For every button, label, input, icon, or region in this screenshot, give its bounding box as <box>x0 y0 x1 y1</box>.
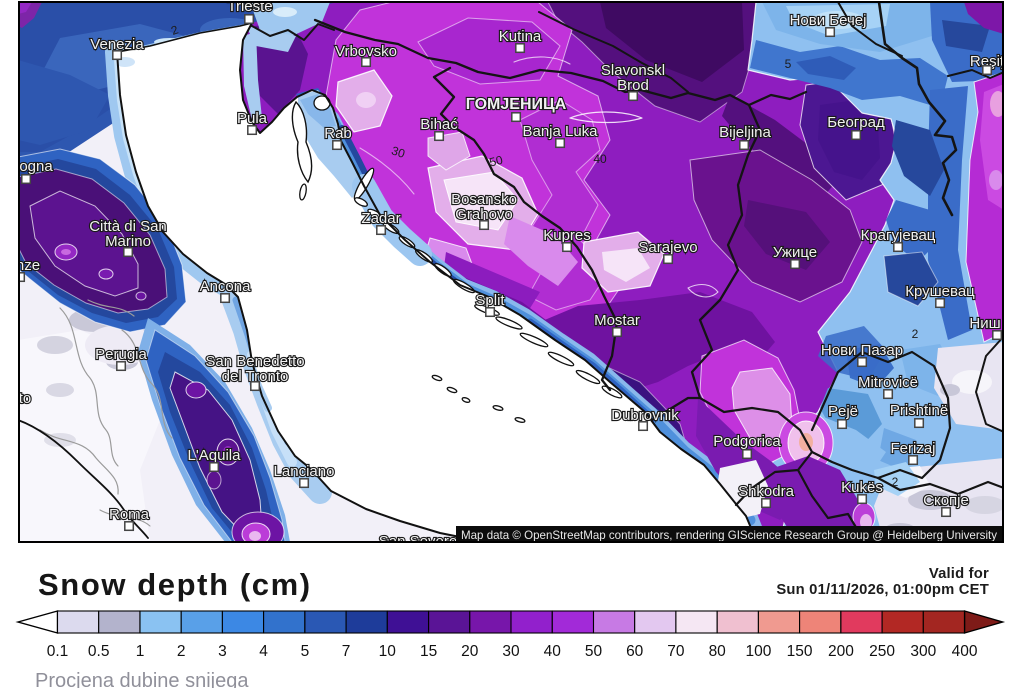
svg-text:Bihać: Bihać <box>420 116 458 133</box>
svg-text:Нови Пазар: Нови Пазар <box>821 342 903 359</box>
svg-text:Ужице: Ужице <box>773 244 817 261</box>
svg-text:50: 50 <box>585 643 603 660</box>
svg-text:1: 1 <box>136 643 145 660</box>
svg-text:30: 30 <box>390 143 407 161</box>
svg-text:40: 40 <box>544 643 562 660</box>
svg-text:Bijeljina: Bijeljina <box>719 124 771 141</box>
svg-text:Slavonskl: Slavonskl <box>601 62 665 79</box>
svg-text:Kutina: Kutina <box>499 28 542 45</box>
svg-text:Zadar: Zadar <box>361 210 400 227</box>
svg-text:Скопје: Скопје <box>923 492 969 509</box>
svg-text:15: 15 <box>420 643 437 660</box>
svg-text:Lanciano: Lanciano <box>274 463 335 480</box>
svg-text:5: 5 <box>785 57 792 71</box>
svg-text:Sarajevo: Sarajevo <box>638 239 697 256</box>
svg-text:5: 5 <box>301 643 310 660</box>
svg-text:to: to <box>19 390 32 407</box>
svg-text:Pula: Pula <box>237 110 268 127</box>
svg-text:Крагујевац: Крагујевац <box>861 227 936 244</box>
svg-text:Rab: Rab <box>324 125 352 142</box>
svg-text:Trieste: Trieste <box>227 0 272 15</box>
svg-text:Kupres: Kupres <box>543 227 591 244</box>
svg-text:Shkodra: Shkodra <box>738 483 795 500</box>
svg-text:nze: nze <box>16 257 40 274</box>
svg-text:Snow depth (cm): Snow depth (cm) <box>38 567 312 602</box>
svg-text:Београд: Београд <box>827 114 885 131</box>
svg-text:Reşiţ: Reşiţ <box>970 53 1005 70</box>
svg-text:150: 150 <box>787 643 813 660</box>
svg-text:San Benedetto: San Benedetto <box>205 353 304 370</box>
svg-text:4: 4 <box>259 643 268 660</box>
svg-text:del Tronto: del Tronto <box>222 368 289 385</box>
svg-text:Brod: Brod <box>617 77 649 94</box>
svg-text:Roma: Roma <box>109 506 150 523</box>
svg-text:250: 250 <box>869 643 895 660</box>
svg-text:Marino: Marino <box>105 233 151 250</box>
svg-text:400: 400 <box>952 643 978 660</box>
svg-text:0.5: 0.5 <box>88 643 110 660</box>
svg-text:0.1: 0.1 <box>47 643 69 660</box>
svg-text:San Severo: San Severo <box>379 533 457 550</box>
svg-text:2: 2 <box>177 643 186 660</box>
svg-text:Venezia: Venezia <box>90 36 144 53</box>
svg-text:Valid for: Valid for <box>929 566 989 582</box>
svg-text:Podgorica: Podgorica <box>713 433 781 450</box>
svg-text:Крушевац: Крушевац <box>905 283 975 300</box>
svg-text:Perugia: Perugia <box>95 346 147 363</box>
svg-text:ogna: ogna <box>19 158 53 175</box>
svg-text:Ferizaj: Ferizaj <box>890 440 935 457</box>
svg-text:ГОМЈЕНИЦА: ГОМЈЕНИЦА <box>466 96 567 113</box>
svg-text:Dubrovnik: Dubrovnik <box>611 407 679 424</box>
svg-text:Ancona: Ancona <box>200 278 252 295</box>
svg-text:10: 10 <box>379 643 397 660</box>
svg-text:Kukës: Kukës <box>841 479 883 496</box>
svg-text:50: 50 <box>488 153 505 170</box>
svg-text:Mitrovicë: Mitrovicë <box>858 374 918 391</box>
svg-text:Ниш: Ниш <box>969 315 1000 332</box>
svg-text:2: 2 <box>892 475 899 489</box>
svg-text:L'Aquila: L'Aquila <box>188 447 242 464</box>
svg-text:Grahovo: Grahovo <box>455 206 513 223</box>
svg-text:20: 20 <box>461 643 479 660</box>
svg-text:Mostar: Mostar <box>594 312 640 329</box>
svg-text:7: 7 <box>342 643 351 660</box>
svg-text:Bosansko: Bosansko <box>451 191 517 208</box>
svg-text:Pejë: Pejë <box>828 403 858 420</box>
svg-text:Sun 01/11/2026, 01:00pm CET: Sun 01/11/2026, 01:00pm CET <box>776 582 989 598</box>
svg-text:Procjena dubine snijega: Procjena dubine snijega <box>35 670 249 688</box>
svg-text:200: 200 <box>828 643 854 660</box>
svg-text:80: 80 <box>709 643 727 660</box>
svg-text:Vrbovsko: Vrbovsko <box>335 43 397 60</box>
svg-text:Banja Luka: Banja Luka <box>522 123 598 140</box>
svg-text:Prishtinë: Prishtinë <box>890 402 948 419</box>
svg-text:Split: Split <box>475 292 505 309</box>
svg-text:40: 40 <box>593 152 607 166</box>
svg-text:300: 300 <box>910 643 936 660</box>
svg-text:60: 60 <box>626 643 644 660</box>
svg-text:2: 2 <box>912 327 919 341</box>
svg-text:Нови Бечеј: Нови Бечеј <box>790 12 867 29</box>
svg-text:Città di San: Città di San <box>89 218 167 235</box>
svg-text:100: 100 <box>745 643 771 660</box>
svg-text:2: 2 <box>169 22 180 38</box>
svg-text:70: 70 <box>667 643 685 660</box>
svg-text:30: 30 <box>502 643 520 660</box>
svg-text:Map data © OpenStreetMap contr: Map data © OpenStreetMap contributors, r… <box>461 528 997 542</box>
svg-text:3: 3 <box>218 643 227 660</box>
